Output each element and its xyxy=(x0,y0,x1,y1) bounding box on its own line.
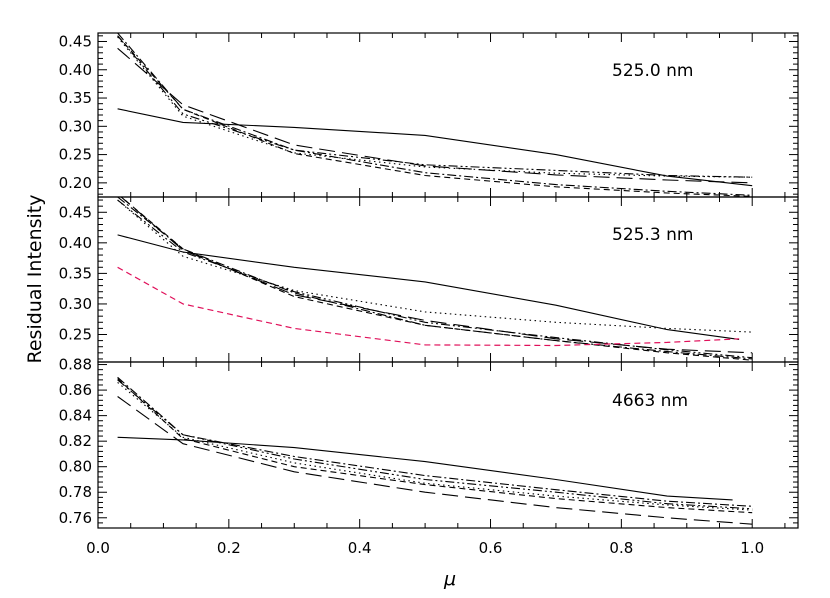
series-line-dashdot xyxy=(117,376,753,507)
series-line-dashdotdot xyxy=(117,35,753,178)
series-line-dashdotdot xyxy=(117,199,753,359)
series-group xyxy=(117,197,753,361)
series-line-shortdash-red xyxy=(117,266,740,347)
panel-label: 525.0 nm xyxy=(612,61,693,81)
y-tick-label: 0.25 xyxy=(59,146,92,164)
series-line-dotted xyxy=(117,381,753,511)
y-tick-label: 0.30 xyxy=(59,117,92,135)
panel-2: 0.25 0.30 0.35 0.40 0.45 525.3 nm xyxy=(59,196,799,363)
y-tick-label: 0.86 xyxy=(59,381,92,399)
y-axis-label: Residual Intensity xyxy=(24,195,46,364)
panel-label: 525.3 nm xyxy=(612,225,693,245)
panel-3: 0.76 0.78 0.80 0.82 0.84 0.86 0.88 4663 nm 0.0 0.… xyxy=(59,356,799,557)
series-group xyxy=(117,33,753,197)
series-line-longdash xyxy=(120,197,753,354)
panel-label: 4663 nm xyxy=(612,391,688,411)
y-tick-label: 0.45 xyxy=(59,203,92,221)
panel-frame xyxy=(97,32,799,198)
y-tick-label: 0.20 xyxy=(59,174,92,192)
x-tick-label: 0.8 xyxy=(609,539,633,557)
y-tick-label: 0.40 xyxy=(59,61,92,79)
x-tick-label: 0.0 xyxy=(86,539,110,557)
y-tick-label: 0.35 xyxy=(59,89,92,107)
series-line-solid xyxy=(117,436,733,501)
series-line-longdash xyxy=(117,396,753,525)
x-tick-label: 1.0 xyxy=(740,539,764,557)
series-line-shortdash xyxy=(120,197,753,361)
y-tick-label: 0.35 xyxy=(59,264,92,282)
series-line-solid xyxy=(117,108,753,187)
y-tick-label: 0.80 xyxy=(59,458,92,476)
panel-frame xyxy=(97,361,799,529)
y-tick-label: 0.40 xyxy=(59,234,92,252)
y-tick-label: 0.78 xyxy=(59,483,92,501)
series-group xyxy=(117,376,753,525)
panels-layer: 0.20 0.25 0.30 0.35 0.40 0.45 525.0 nm 0.25 0.30… xyxy=(59,32,799,557)
series-line-longdash xyxy=(117,47,753,184)
x-axis-label: μ xyxy=(443,568,456,590)
panel-1: 0.20 0.25 0.30 0.35 0.40 0.45 525.0 nm xyxy=(59,32,799,198)
y-tick-label: 0.84 xyxy=(59,407,92,425)
series-line-dotted xyxy=(117,199,753,333)
x-tick-label: 0.2 xyxy=(217,539,241,557)
series-line-dashdot xyxy=(117,33,753,196)
y-tick-label: 0.30 xyxy=(59,295,92,313)
series-line-shortdash xyxy=(117,378,753,514)
y-tick-label: 0.88 xyxy=(59,356,92,374)
x-tick-label: 0.6 xyxy=(479,539,503,557)
series-line-shortdash xyxy=(117,35,753,197)
y-tick-label: 0.76 xyxy=(59,509,92,527)
y-tick-label: 0.25 xyxy=(59,326,92,344)
y-tick-label: 0.45 xyxy=(59,32,92,50)
series-line-dashdot xyxy=(117,197,753,360)
panel-frame xyxy=(97,196,799,363)
series-line-solid xyxy=(117,234,740,340)
series-line-dashdotdot xyxy=(117,379,753,510)
x-tick-label: 0.4 xyxy=(348,539,372,557)
y-tick-label: 0.82 xyxy=(59,432,92,450)
series-line-dotted xyxy=(117,36,753,178)
